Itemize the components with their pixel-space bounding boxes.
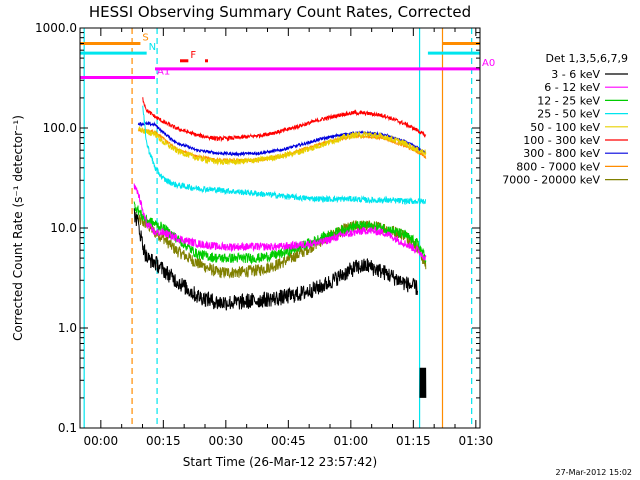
legend-entry-3-6-kev: 3 - 6 keV (551, 68, 600, 81)
legend-entry-300-800-kev: 300 - 800 keV (523, 147, 600, 160)
generation-timestamp: 27-Mar-2012 15:02 (556, 468, 633, 477)
series-line-100-300-kev (142, 97, 427, 143)
legend-entry-100-300-kev: 100 - 300 keV (523, 134, 600, 147)
y-axis-label: Corrected Count Rate (s⁻¹ detector⁻¹) (11, 115, 25, 341)
legend-entry-7000-20000-kev: 7000 - 20000 keV (502, 174, 600, 187)
series-line-50-100-kev (137, 125, 427, 166)
series-line-7000-20000-kev (137, 214, 427, 279)
x-tick-label: 00:15 (146, 434, 181, 448)
flag-label-f: F (190, 50, 196, 61)
legend-entry-50-100-kev: 50 - 100 keV (530, 121, 600, 134)
y-tick-label: 1000.0 (35, 21, 77, 35)
flag-label-a1: A1 (157, 66, 170, 77)
x-tick-label: 00:30 (209, 434, 244, 448)
flag-label-s: S (142, 32, 148, 43)
legend-entry-25-50-kev: 25 - 50 keV (537, 108, 600, 121)
legend-entry-12-25-kev: 12 - 25 keV (537, 94, 600, 107)
series-line-3-6-kev (133, 208, 418, 311)
x-tick-label: 01:15 (396, 434, 431, 448)
y-tick-label: 1.0 (58, 321, 77, 335)
y-tick-label: 0.1 (58, 421, 77, 435)
y-tick-label: 100.0 (43, 121, 77, 135)
flag-label-n: N (149, 42, 156, 53)
series-line-300-800-kev (137, 120, 427, 158)
flag-label-a0: A0 (482, 58, 495, 69)
x-tick-label: 01:30 (459, 434, 494, 448)
x-tick-label: 00:45 (271, 434, 306, 448)
x-tick-label: 00:00 (84, 434, 119, 448)
plot-clip-group (80, 28, 480, 428)
chart-title: HESSI Observing Summary Count Rates, Cor… (89, 3, 471, 21)
series-line-25-50-kev (142, 105, 427, 206)
series-line-12-25-kev (133, 201, 427, 265)
x-tick-label: 01:00 (334, 434, 369, 448)
y-tick-label: 10.0 (50, 221, 77, 235)
legend-entry-6-12-kev: 6 - 12 keV (544, 81, 600, 94)
plot-area: SN F A0 A1 (80, 28, 495, 428)
legend-entry-800-7000-kev: 800 - 7000 keV (516, 160, 600, 173)
series-line-6-12-kev (133, 183, 427, 261)
flag-bar-f-dot (205, 59, 208, 63)
legend-title: Det 1,3,5,6,7,9 (545, 52, 628, 65)
series-line-3-6-kev-dropout (419, 367, 427, 398)
axes: 0.1 1.0 10.0 100.0 1000.0 00:00 00:15 00:30 00:4… (35, 21, 493, 448)
x-axis-label: Start Time (26-Mar-12 23:57:42) (183, 455, 377, 469)
